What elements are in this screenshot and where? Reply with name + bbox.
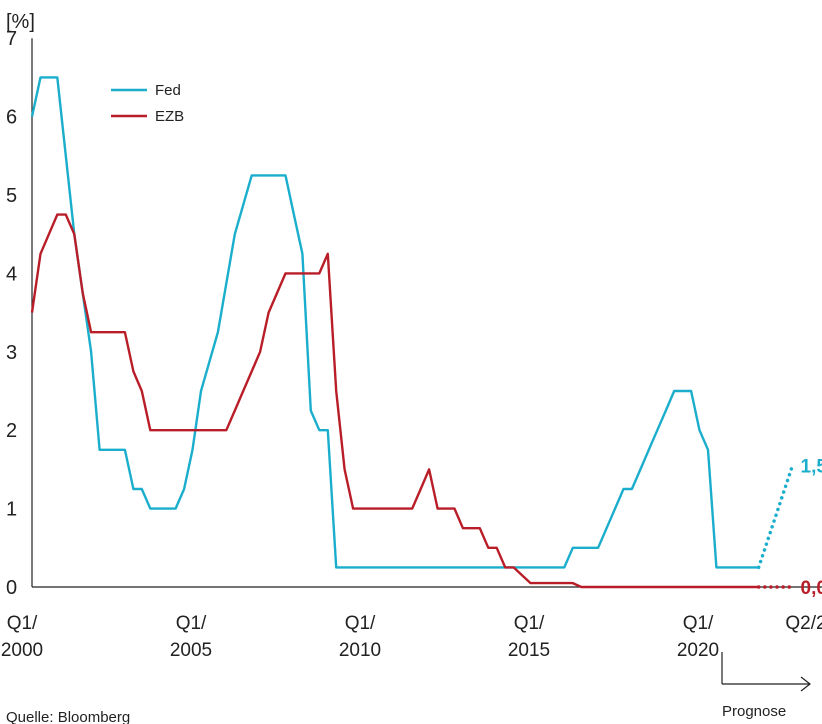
end-value-label-fed: 1,55 <box>801 456 822 477</box>
y-axis-ticks: 0 1 2 3 4 5 6 7 <box>6 28 17 599</box>
x-tick-label: 2020 <box>677 640 719 661</box>
x-tick-label: 2005 <box>170 640 212 661</box>
x-tick-label: Q1/ <box>7 613 38 634</box>
x-axis-ticks: Q1/2000 Q1/2005 Q1/2010 Q1/2015 Q1/2020 Q2/20… <box>1 613 822 661</box>
y-tick-label: 7 <box>6 28 17 50</box>
x-tick-label: 2010 <box>339 640 381 661</box>
x-tick-label: Q2/2023 <box>785 613 822 634</box>
series-layer: 1,55 0,00 <box>30 76 822 599</box>
x-tick-label: Q1/ <box>176 613 207 634</box>
forecast-marker <box>721 652 811 692</box>
source-note: Quelle: Bloomberg <box>6 709 130 724</box>
forecast-line-fed <box>756 463 795 570</box>
forecast-arrow-icon <box>800 676 811 692</box>
y-tick-label: 4 <box>6 263 17 285</box>
x-tick-label: 2015 <box>508 640 550 661</box>
y-axis-unit-label: [%] <box>6 11 35 33</box>
legend: Fed EZB <box>111 82 184 125</box>
x-tick-label: Q1/ <box>345 613 376 634</box>
y-tick-label: 6 <box>6 107 17 129</box>
y-tick-label: 5 <box>6 185 17 207</box>
y-tick-label: 3 <box>6 342 17 364</box>
series-line-fed <box>30 76 759 569</box>
forecast-label: Prognose <box>722 703 786 720</box>
end-value-label-ezb: 0,00 <box>801 578 822 599</box>
y-tick-label: 2 <box>6 420 17 442</box>
x-tick-label: 2000 <box>1 640 43 661</box>
legend-label-fed: Fed <box>155 82 181 99</box>
x-tick-label: Q1/ <box>683 613 714 634</box>
series-line-ezb <box>30 213 759 589</box>
legend-label-ezb: EZB <box>155 108 184 125</box>
y-tick-label: 1 <box>6 499 17 521</box>
x-tick-label: Q1/ <box>514 613 545 634</box>
y-tick-label: 0 <box>6 577 17 599</box>
